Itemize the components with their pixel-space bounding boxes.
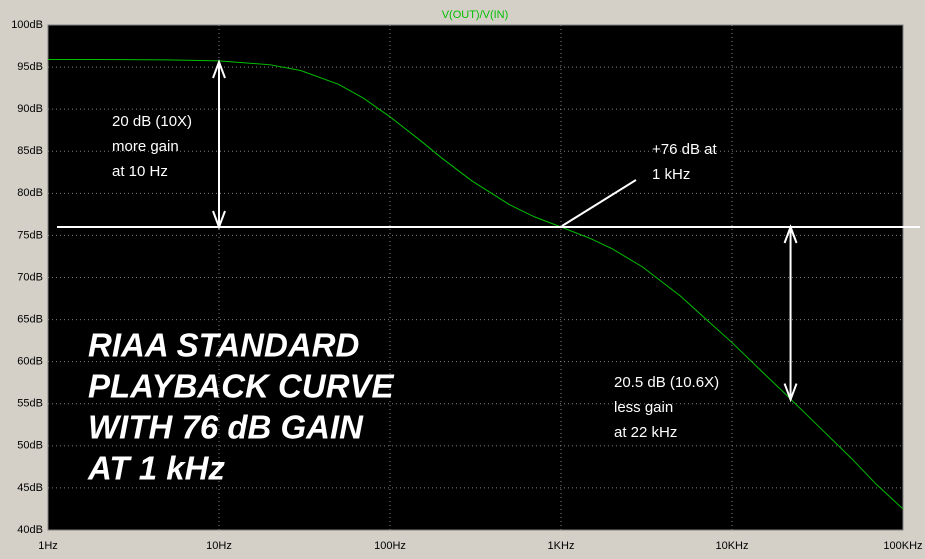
y-tick-label: 80dB [17,187,43,199]
arrow-head [783,224,798,244]
chart-label: WITH 76 dB GAIN [88,409,364,446]
chart-label: PLAYBACK CURVE [88,368,395,405]
x-tick-label: 10KHz [715,540,748,552]
y-tick-label: 50dB [17,440,43,452]
y-tick-label: 95dB [17,61,43,73]
arrow-head [783,383,798,403]
y-tick-label: 70dB [17,271,43,283]
arrow-head [212,210,226,230]
annotation: at 22 kHz [614,424,677,441]
annotation: +76 dB at [652,141,717,158]
y-tick-label: 85dB [17,145,43,157]
y-tick-label: 55dB [17,398,43,410]
series-line [48,59,904,510]
annotation: 1 kHz [652,166,690,183]
chart-title: V(OUT)/V(IN) [442,9,509,21]
y-tick-label: 75dB [17,229,43,241]
annotation: 20 dB (10X) [112,113,192,130]
x-tick-label: 1KHz [548,540,575,552]
y-tick-label: 90dB [17,103,43,115]
x-tick-label: 100Hz [374,540,406,552]
y-tick-label: 60dB [17,356,43,368]
chart-label: RIAA STANDARD [88,327,359,364]
leader-line [561,179,637,227]
x-tick-label: 1Hz [38,540,58,552]
x-tick-label: 10Hz [206,540,232,552]
y-tick-label: 45dB [17,482,43,494]
y-tick-label: 40dB [17,524,43,536]
chart-label: AT 1 kHz [87,450,225,487]
annotation: less gain [614,399,673,416]
y-tick-label: 65dB [17,313,43,325]
y-tick-label: 100dB [11,19,43,31]
x-tick-label: 100KHz [883,540,922,552]
annotation: 20.5 dB (10.6X) [614,374,719,391]
annotation: more gain [112,138,179,155]
arrow-head [212,59,226,79]
annotation: at 10 Hz [112,163,168,180]
